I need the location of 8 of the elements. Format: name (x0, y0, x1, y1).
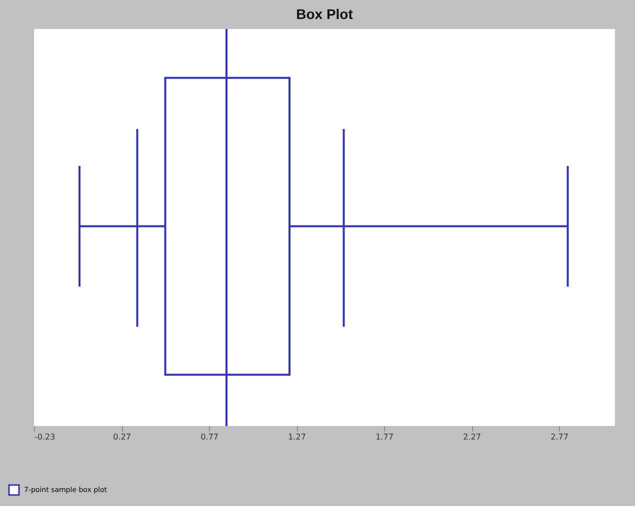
x-tick-label: 2.77 (550, 432, 568, 442)
x-tick-label: -0.23 (34, 432, 56, 442)
x-tick-label: 2.27 (463, 432, 481, 442)
x-tick-label: 0.27 (113, 432, 131, 442)
x-tick-label: 0.77 (200, 432, 218, 442)
chart-title: Box Plot (296, 6, 354, 22)
x-tick-label: 1.27 (288, 432, 306, 442)
x-tick-label: 1.77 (376, 432, 394, 442)
